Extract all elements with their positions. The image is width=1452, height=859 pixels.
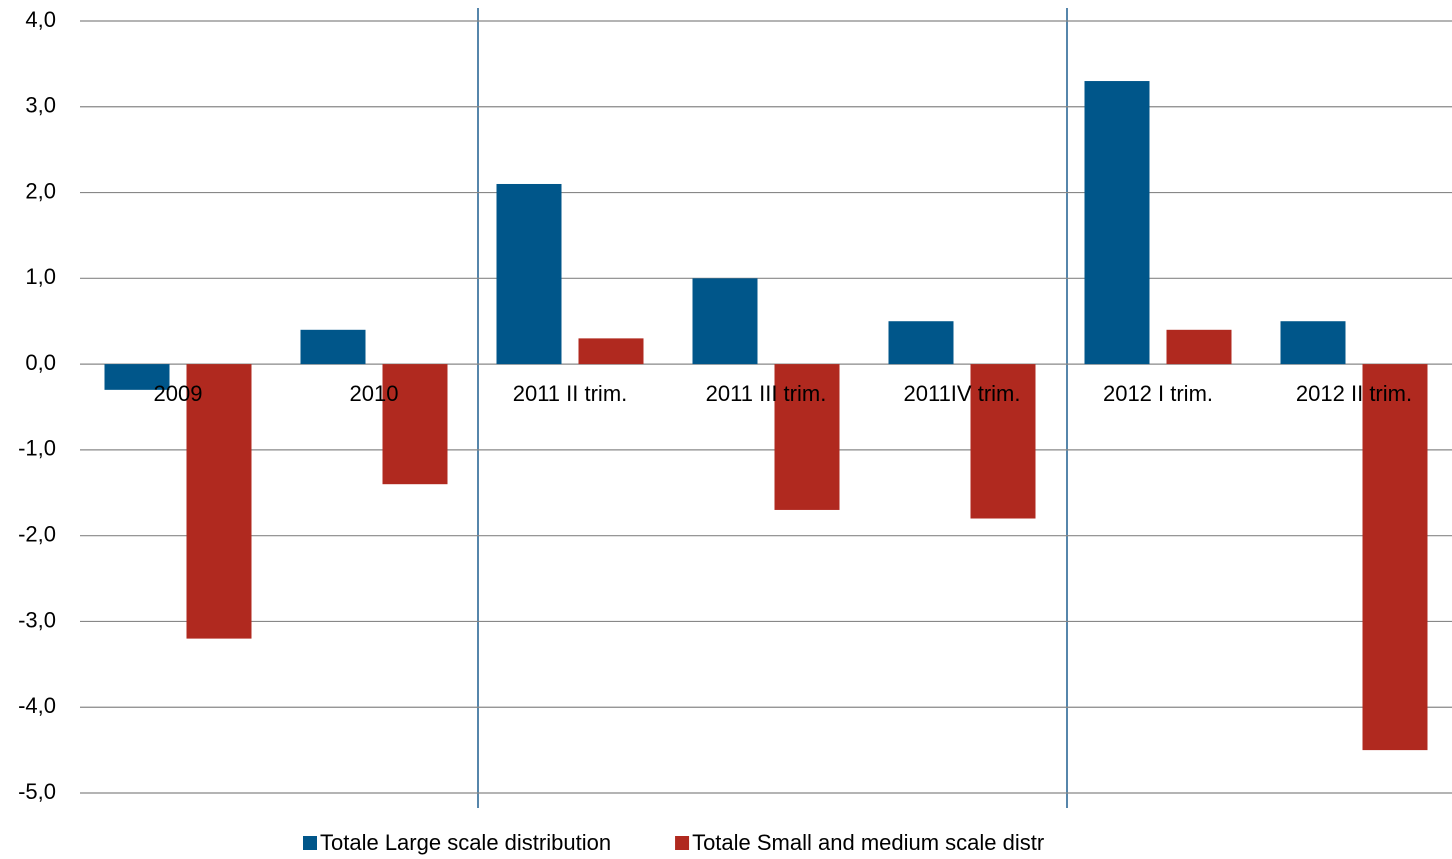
legend-label: Totale Small and medium scale distr <box>692 830 1044 855</box>
x-tick-label: 2011 II trim. <box>513 381 628 406</box>
y-tick-label: 4,0 <box>25 7 56 32</box>
y-tick-label: 1,0 <box>25 264 56 289</box>
x-tick-label: 2012 II trim. <box>1296 381 1412 406</box>
bar <box>300 329 366 365</box>
x-tick-label: 2012 I trim. <box>1103 381 1213 406</box>
x-tick-label: 2011IV trim. <box>904 381 1021 406</box>
y-tick-label: -4,0 <box>18 693 56 718</box>
bar <box>1280 321 1346 365</box>
bar <box>970 364 1036 519</box>
bar <box>382 364 448 485</box>
legend-label: Totale Large scale distribution <box>320 830 611 855</box>
y-tick-label: 0,0 <box>25 350 56 375</box>
bar <box>1166 329 1232 365</box>
bar <box>1362 364 1428 751</box>
y-tick-label: -1,0 <box>18 436 56 461</box>
y-tick-label: -2,0 <box>18 521 56 546</box>
legend-swatch <box>303 836 317 850</box>
bar <box>496 183 562 365</box>
bar <box>104 364 170 390</box>
bar <box>692 278 758 365</box>
x-tick-label: 2009 <box>154 381 203 406</box>
y-tick-label: 3,0 <box>25 93 56 118</box>
y-tick-label: -5,0 <box>18 779 56 804</box>
bar <box>888 321 954 365</box>
y-tick-label: -3,0 <box>18 607 56 632</box>
x-tick-label: 2011 III trim. <box>706 381 827 406</box>
x-tick-label: 2010 <box>350 381 399 406</box>
bar <box>578 338 644 365</box>
bar <box>774 364 840 510</box>
bar <box>1084 81 1150 365</box>
legend-swatch <box>675 836 690 850</box>
y-tick-label: 2,0 <box>25 178 56 203</box>
bar <box>186 364 252 639</box>
